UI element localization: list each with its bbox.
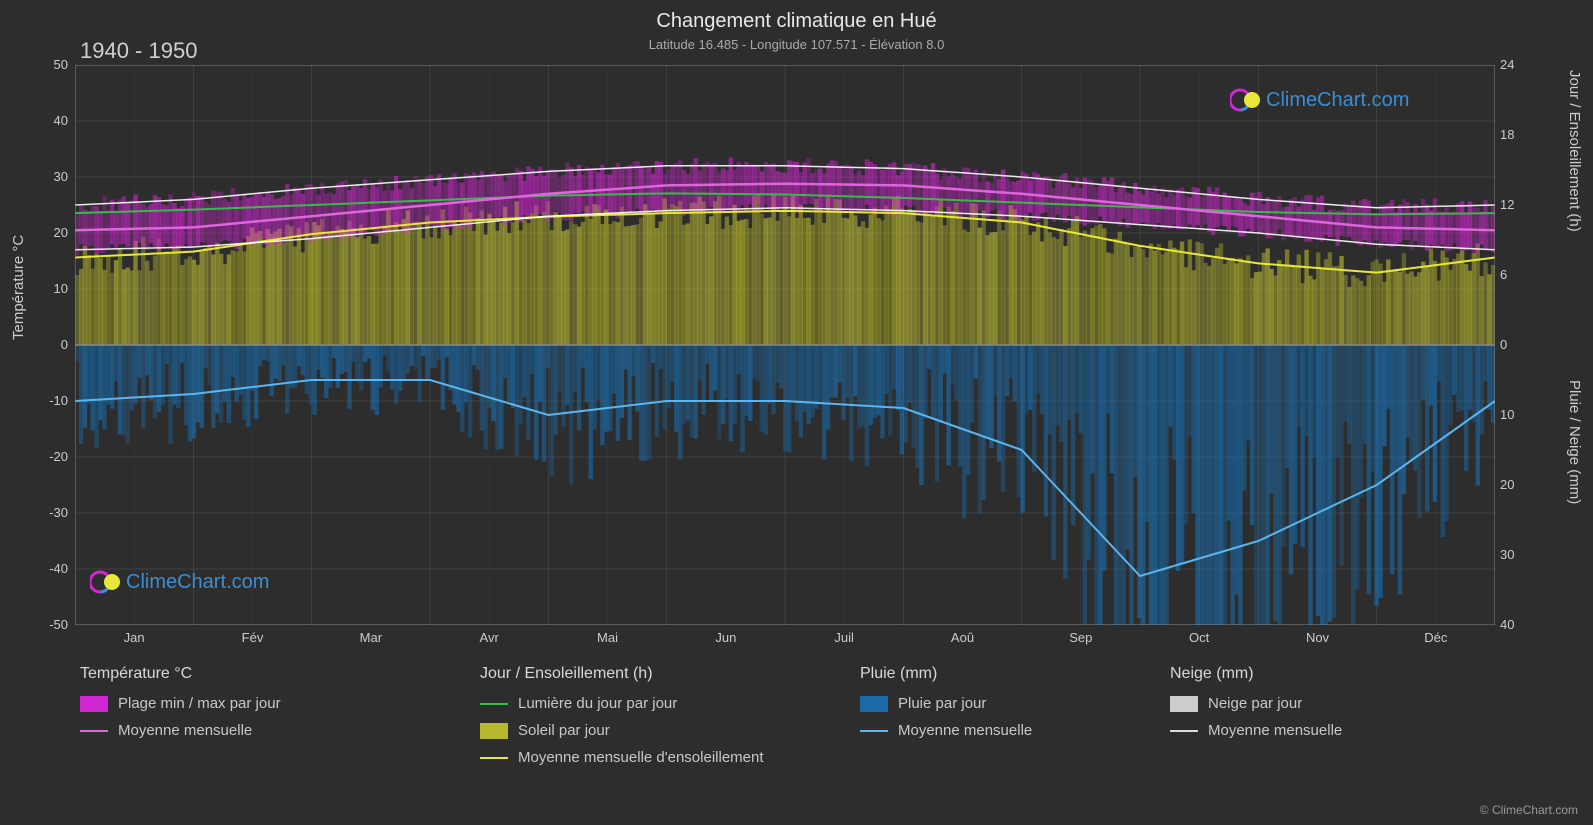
watermark-top: ClimeChart.com: [1230, 85, 1409, 115]
legend-swatch: [80, 730, 108, 732]
legend-label: Plage min / max par jour: [118, 695, 281, 712]
legend-label: Moyenne mensuelle: [898, 722, 1032, 739]
legend-item: Moyenne mensuelle: [1170, 722, 1480, 739]
legend-swatch: [480, 757, 508, 759]
legend-item: Neige par jour: [1170, 695, 1480, 712]
y-tick-right: 6: [1500, 267, 1507, 282]
chart-subtitle: Latitude 16.485 - Longitude 107.571 - Él…: [0, 33, 1593, 52]
legend-col-daylight: Jour / Ensoleillement (h) Lumière du jour…: [480, 665, 860, 766]
watermark-text: ClimeChart.com: [126, 571, 269, 594]
y-tick-left: 20: [38, 225, 68, 240]
legend-label: Neige par jour: [1208, 695, 1302, 712]
legend-col-temperature: Température °C Plage min / max par jour Mo…: [80, 665, 480, 766]
legend-item: Moyenne mensuelle: [860, 722, 1170, 739]
legend-item: Pluie par jour: [860, 695, 1170, 712]
legend-item: Soleil par jour: [480, 722, 860, 739]
copyright-text: © ClimeChart.com: [1480, 803, 1578, 817]
chart-plot-area: [75, 65, 1495, 625]
x-tick: Juil: [834, 630, 854, 645]
y-tick-left: 0: [38, 337, 68, 352]
legend-header: Neige (mm): [1170, 665, 1480, 683]
legend-col-snow: Neige (mm) Neige par jour Moyenne mensuell…: [1170, 665, 1480, 766]
year-range-label: 1940 - 1950: [80, 38, 197, 64]
y-tick-right: 24: [1500, 57, 1514, 72]
chart-container: Changement climatique en Hué Latitude 16…: [0, 0, 1593, 825]
watermark-bottom: ClimeChart.com: [90, 567, 269, 597]
legend-item: Plage min / max par jour: [80, 695, 480, 712]
y-tick-left: -10: [38, 393, 68, 408]
logo-icon: [90, 567, 120, 597]
legend-swatch: [860, 730, 888, 732]
x-tick: Avr: [480, 630, 499, 645]
legend-swatch: [80, 696, 108, 712]
x-tick: Aoû: [951, 630, 974, 645]
y-tick-right: 18: [1500, 127, 1514, 142]
chart-title: Changement climatique en Hué: [0, 0, 1593, 33]
y-axis-right-top-label: Jour / Ensoleillement (h): [1566, 70, 1583, 232]
x-tick: Fév: [242, 630, 264, 645]
x-tick: Mai: [597, 630, 618, 645]
y-axis-left-label: Température °C: [10, 235, 27, 340]
legend-item: Moyenne mensuelle: [80, 722, 480, 739]
legend-swatch: [1170, 730, 1198, 732]
legend-swatch: [1170, 696, 1198, 712]
y-tick-left: 10: [38, 281, 68, 296]
x-tick: Sep: [1069, 630, 1092, 645]
watermark-text: ClimeChart.com: [1266, 89, 1409, 112]
legend-header: Pluie (mm): [860, 665, 1170, 683]
legend-label: Pluie par jour: [898, 695, 986, 712]
legend-item: Moyenne mensuelle d'ensoleillement: [480, 749, 860, 766]
y-tick-right: 30: [1500, 547, 1514, 562]
y-tick-right: 0: [1500, 337, 1507, 352]
legend-swatch: [860, 696, 888, 712]
y-tick-left: 50: [38, 57, 68, 72]
legend-col-rain: Pluie (mm) Pluie par jour Moyenne mensuell…: [860, 665, 1170, 766]
legend-label: Lumière du jour par jour: [518, 695, 677, 712]
legend-label: Soleil par jour: [518, 722, 610, 739]
y-tick-left: -30: [38, 505, 68, 520]
y-tick-left: -50: [38, 617, 68, 632]
y-tick-left: 40: [38, 113, 68, 128]
x-tick: Nov: [1306, 630, 1329, 645]
y-tick-right: 40: [1500, 617, 1514, 632]
chart-svg: [75, 65, 1495, 625]
y-axis-right-bottom-label: Pluie / Neige (mm): [1566, 380, 1583, 504]
logo-icon: [1230, 85, 1260, 115]
x-tick: Jun: [715, 630, 736, 645]
legend-label: Moyenne mensuelle: [1208, 722, 1342, 739]
legend-swatch: [480, 703, 508, 705]
x-tick: Oct: [1189, 630, 1209, 645]
x-tick: Déc: [1424, 630, 1447, 645]
legend-swatch: [480, 723, 508, 739]
legend-label: Moyenne mensuelle d'ensoleillement: [518, 749, 764, 766]
legend: Température °C Plage min / max par jour Mo…: [80, 665, 1510, 766]
y-tick-left: 30: [38, 169, 68, 184]
legend-header: Température °C: [80, 665, 480, 683]
legend-header: Jour / Ensoleillement (h): [480, 665, 860, 683]
x-tick: Jan: [124, 630, 145, 645]
legend-item: Lumière du jour par jour: [480, 695, 860, 712]
x-tick: Mar: [360, 630, 382, 645]
y-tick-right: 12: [1500, 197, 1514, 212]
y-tick-left: -20: [38, 449, 68, 464]
legend-label: Moyenne mensuelle: [118, 722, 252, 739]
y-tick-right: 20: [1500, 477, 1514, 492]
y-tick-right: 10: [1500, 407, 1514, 422]
y-tick-left: -40: [38, 561, 68, 576]
